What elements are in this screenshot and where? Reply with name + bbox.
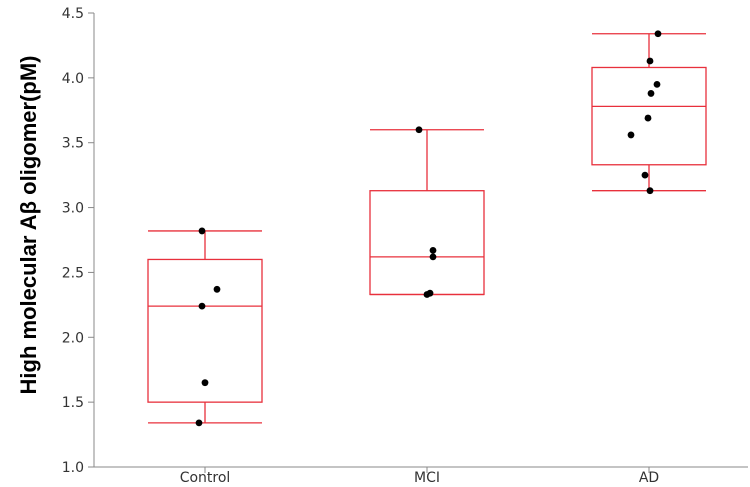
data-point xyxy=(429,253,437,261)
data-point xyxy=(646,57,654,65)
iqr-box xyxy=(147,258,263,403)
data-point xyxy=(647,90,655,97)
axes: 1.0 1.5 2.0 2.5 3.0 3.5 4.0 4.5 Control MCI AD xyxy=(62,6,748,486)
data-point xyxy=(415,126,423,134)
data-point xyxy=(198,227,206,235)
data-point xyxy=(213,285,221,293)
data-point xyxy=(627,131,635,139)
data-point xyxy=(641,171,649,179)
data-point xyxy=(195,419,203,427)
y-tick-label: 1.0 xyxy=(62,460,84,476)
data-point xyxy=(201,379,209,387)
data-point xyxy=(423,291,431,298)
y-tick-label: 3.5 xyxy=(62,136,84,152)
data-point xyxy=(429,246,437,254)
iqr-box xyxy=(369,190,485,296)
box-group-mci xyxy=(369,126,485,298)
x-tick-label: Control xyxy=(180,470,231,486)
x-tick-label: MCI xyxy=(414,470,440,486)
y-tick-label: 4.0 xyxy=(62,71,84,87)
iqr-box xyxy=(591,66,707,166)
box-marks xyxy=(147,30,707,427)
y-tick-label: 4.5 xyxy=(62,6,84,22)
box-group-control xyxy=(147,227,263,427)
y-tick-label: 2.0 xyxy=(62,330,84,346)
data-point xyxy=(653,80,661,88)
y-axis-label: High molecular Aβ oligomer(pM) xyxy=(16,56,41,395)
y-tick-label: 3.0 xyxy=(62,201,84,217)
data-point xyxy=(198,302,206,310)
x-tick-label: AD xyxy=(639,470,659,486)
y-tick-label: 1.5 xyxy=(62,395,84,411)
box-group-ad xyxy=(591,30,707,195)
y-tick-label: 2.5 xyxy=(62,265,84,281)
data-point xyxy=(646,187,654,195)
data-point xyxy=(644,114,652,122)
data-point xyxy=(654,30,662,38)
